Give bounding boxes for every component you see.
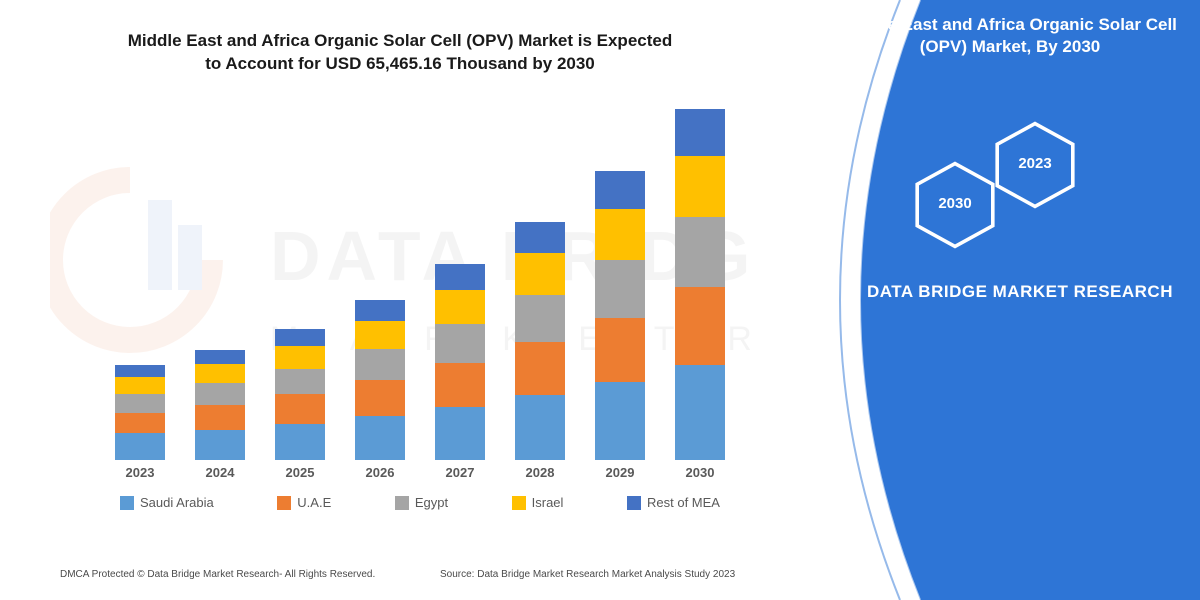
bar-2030: [675, 109, 725, 460]
footer-source: Source: Data Bridge Market Research Mark…: [440, 569, 735, 580]
bar-2027: [435, 264, 485, 460]
bar-segment: [195, 383, 245, 405]
bar-segment: [595, 171, 645, 209]
bar-segment: [435, 363, 485, 407]
bar-segment: [515, 395, 565, 460]
bar-segment: [595, 260, 645, 318]
legend-swatch: [627, 496, 641, 510]
bar-segment: [115, 377, 165, 393]
x-axis-tick-label: 2026: [355, 465, 405, 480]
bar-segment: [115, 365, 165, 377]
bar-segment: [435, 324, 485, 363]
bar-segment: [515, 295, 565, 343]
legend-item: Rest of MEA: [627, 495, 720, 510]
legend-label: Egypt: [415, 495, 448, 510]
bar-2023: [115, 365, 165, 460]
bars-container: [100, 110, 740, 460]
x-axis-labels: 2023 2024 2025 2026 2027 2028 2029 2030: [100, 465, 740, 480]
bar-segment: [435, 290, 485, 324]
bar-segment: [675, 217, 725, 287]
bar-segment: [115, 433, 165, 460]
legend-swatch: [120, 496, 134, 510]
side-panel-title: Middle East and Africa Organic Solar Cel…: [840, 14, 1180, 58]
bar-segment: [595, 209, 645, 259]
bar-2026: [355, 300, 405, 460]
legend-label: Israel: [532, 495, 564, 510]
legend-item: U.A.E: [277, 495, 331, 510]
legend-item: Israel: [512, 495, 564, 510]
bar-segment: [355, 380, 405, 416]
legend-swatch: [395, 496, 409, 510]
bar-2024: [195, 350, 245, 460]
bar-segment: [595, 382, 645, 460]
x-axis-tick-label: 2024: [195, 465, 245, 480]
bar-segment: [675, 156, 725, 217]
bar-segment: [275, 424, 325, 460]
x-axis-tick-label: 2028: [515, 465, 565, 480]
x-axis-tick-label: 2025: [275, 465, 325, 480]
bar-2028: [515, 222, 565, 460]
x-axis-tick-label: 2023: [115, 465, 165, 480]
bar-segment: [195, 364, 245, 383]
bar-segment: [115, 413, 165, 434]
bar-segment: [435, 407, 485, 460]
bar-segment: [195, 430, 245, 460]
chart-panel: Middle East and Africa Organic Solar Cel…: [0, 0, 800, 600]
legend-item: Egypt: [395, 495, 448, 510]
bar-segment: [355, 321, 405, 349]
bar-segment: [595, 318, 645, 383]
x-axis-tick-label: 2030: [675, 465, 725, 480]
x-axis-tick-label: 2027: [435, 465, 485, 480]
bar-segment: [275, 394, 325, 423]
bar-segment: [675, 287, 725, 365]
bar-segment: [115, 394, 165, 413]
bar-segment: [195, 350, 245, 364]
legend-item: Saudi Arabia: [120, 495, 214, 510]
side-brand-text: DATA BRIDGE MARKET RESEARCH: [860, 280, 1180, 304]
footer-copyright: DMCA Protected © Data Bridge Market Rese…: [60, 569, 375, 580]
chart-plot-area: [100, 110, 740, 460]
bar-segment: [195, 405, 245, 430]
bar-2029: [595, 171, 645, 460]
legend-label: Rest of MEA: [647, 495, 720, 510]
bar-segment: [515, 342, 565, 395]
year-hex-group: 2030 2023: [910, 120, 1090, 260]
chart-legend: Saudi Arabia U.A.E Egypt Israel Rest of MEA: [120, 495, 720, 510]
hex-2030-label: 2030: [910, 195, 1000, 212]
legend-label: Saudi Arabia: [140, 495, 214, 510]
bar-segment: [355, 300, 405, 321]
x-axis-tick-label: 2029: [595, 465, 645, 480]
bar-segment: [515, 222, 565, 253]
bar-segment: [675, 365, 725, 460]
legend-label: U.A.E: [297, 495, 331, 510]
bar-segment: [435, 264, 485, 290]
bar-segment: [355, 349, 405, 380]
chart-title: Middle East and Africa Organic Solar Cel…: [120, 30, 680, 76]
bar-segment: [675, 109, 725, 156]
bar-2025: [275, 329, 325, 460]
bar-segment: [515, 253, 565, 295]
bar-segment: [275, 329, 325, 346]
bar-segment: [275, 369, 325, 395]
side-panel: Middle East and Africa Organic Solar Cel…: [800, 0, 1200, 600]
legend-swatch: [512, 496, 526, 510]
bar-segment: [355, 416, 405, 460]
legend-swatch: [277, 496, 291, 510]
bar-segment: [275, 346, 325, 369]
hex-2023-label: 2023: [990, 155, 1080, 172]
